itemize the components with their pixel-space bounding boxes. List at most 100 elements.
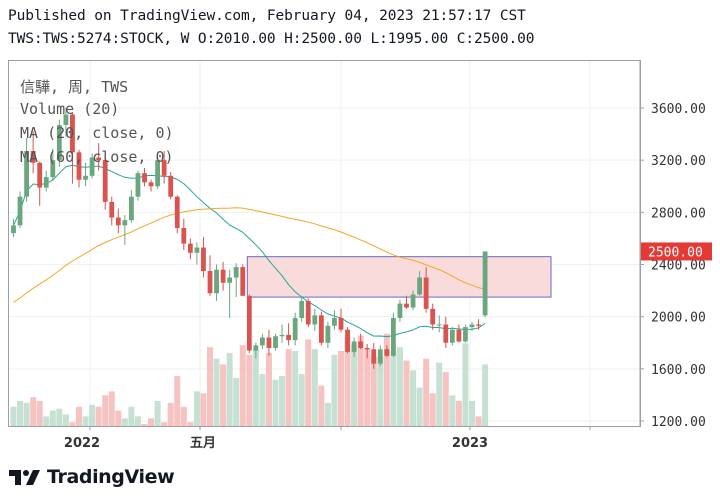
volume-bar (226, 352, 233, 426)
volume-bar (455, 401, 462, 426)
candle-body (469, 324, 475, 328)
candle-body (30, 151, 36, 163)
candle-body (227, 277, 233, 283)
volume-bar (56, 408, 63, 426)
candle-body (24, 151, 29, 197)
candle-body (201, 247, 206, 272)
volume-bar (76, 406, 82, 426)
candle-body (292, 317, 298, 341)
volume-bar (141, 424, 148, 426)
volume-bar (220, 364, 227, 426)
candle-body (148, 182, 154, 187)
candle-body (240, 267, 246, 296)
volume-bars (10, 333, 489, 426)
price-tick-label: 2000.00 (651, 311, 706, 326)
zone-rect (246, 256, 552, 298)
volume-bar (442, 372, 449, 426)
symbol-ohlc-header: TWS:TWS:5274:STOCK, W O:2010.00 H:2500.0… (8, 31, 535, 47)
volume-bar (436, 362, 443, 426)
candle-body (11, 225, 16, 234)
volume-bar (213, 358, 220, 426)
candle-body (273, 336, 278, 348)
candle-body (194, 247, 200, 253)
candle-body (207, 271, 213, 294)
volume-bar (121, 418, 128, 426)
candle-body (266, 337, 272, 348)
candle-body (482, 251, 488, 316)
volume-bar (423, 358, 430, 426)
candle-body (142, 173, 147, 183)
volume-bar (246, 354, 253, 426)
volume-bar (311, 349, 318, 426)
brand[interactable]: TradingView (9, 466, 175, 488)
candle-body (161, 160, 167, 176)
volume-bar (396, 347, 403, 426)
volume-bar (285, 349, 292, 426)
volume-bar (383, 333, 390, 426)
volume-bar (403, 360, 410, 426)
candle-body (187, 243, 193, 253)
legend-volume: Volume (20) (20, 100, 120, 118)
brand-name: TradingView (47, 466, 175, 488)
candle-body (155, 160, 160, 187)
volume-bar (180, 406, 187, 426)
candle-body (338, 317, 344, 330)
candle-body (246, 295, 252, 351)
candle-body (391, 317, 396, 356)
volume-bar (174, 376, 181, 426)
volume-bar (239, 345, 246, 426)
volume-bar (161, 422, 168, 426)
candle-body (351, 341, 357, 352)
candle-body (476, 324, 481, 326)
volume-bar (134, 416, 141, 426)
volume-bar (115, 410, 122, 426)
candle-body (253, 345, 259, 351)
candle-body (109, 201, 115, 218)
last-price-label: 2500.00 (648, 245, 703, 260)
candle-body (260, 337, 265, 346)
volume-bar (259, 374, 266, 426)
candle-body (37, 162, 43, 188)
candle-body (312, 315, 318, 325)
candle-body (76, 152, 82, 180)
tradingview-logo-icon (9, 470, 40, 485)
last-price-badge (641, 242, 712, 261)
price-zone (246, 256, 552, 298)
volume-bar (390, 351, 397, 426)
volume-bar (377, 356, 384, 426)
candle-body (168, 175, 174, 197)
price-tick-label: 1600.00 (651, 363, 706, 378)
volume-bar (233, 377, 240, 426)
volume-bar (324, 402, 331, 426)
candle-body (50, 160, 56, 178)
volume-bar (95, 406, 102, 426)
candles (11, 108, 488, 369)
volume-bar (357, 335, 364, 426)
volume-bar (469, 401, 475, 426)
legend-ma60: MA (60, close, 0) (20, 148, 174, 166)
volume-bar (200, 393, 207, 426)
price-tick-label: 3200.00 (651, 154, 706, 169)
volume-bar (167, 402, 174, 426)
axes: 1200.00 1600.00 2000.00 2400.00 2800.00 3200.… (64, 61, 712, 451)
candle-body (56, 124, 62, 161)
volume-bar (449, 395, 456, 426)
candle-body (410, 294, 416, 308)
candle-body (286, 334, 291, 341)
time-tick-label: 五月 (190, 436, 216, 451)
volume-bar (89, 404, 96, 426)
candle-body (63, 114, 69, 125)
volume-bar (292, 351, 299, 426)
candle-body (377, 349, 383, 364)
volume-bar (62, 414, 69, 426)
volume-bar (187, 422, 194, 426)
volume-bar (69, 422, 76, 426)
candle-body (220, 269, 226, 283)
volume-bar (462, 343, 469, 426)
candle-body (299, 301, 305, 318)
volume-bar (429, 393, 436, 426)
volume-bar (265, 352, 272, 426)
price-tick-label: 2800.00 (651, 206, 706, 221)
price-tick-label: 3600.00 (651, 102, 706, 117)
